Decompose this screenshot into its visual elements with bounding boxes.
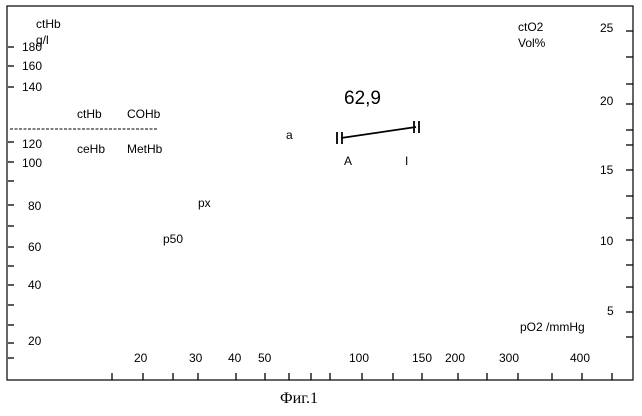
right-tick-label: 15 <box>600 163 614 177</box>
bottom-axis-title: pO2 /mmHg <box>520 320 585 334</box>
right-tick-label: 10 <box>600 234 614 248</box>
label-cehb: ceHb <box>77 142 105 156</box>
figure-caption: Фиг.1 <box>280 390 318 407</box>
shunt-label-a: A <box>344 154 352 168</box>
left-tick-label: 120 <box>22 137 42 151</box>
bottom-axis <box>112 373 612 380</box>
bottom-tick-label: 20 <box>134 351 148 365</box>
right-axis <box>626 31 633 337</box>
left-tick-label: 60 <box>28 240 42 254</box>
right-tick-label: 20 <box>600 94 614 108</box>
right-tick-label: 25 <box>600 21 614 35</box>
left-axis <box>8 47 14 358</box>
left-tick-label: 80 <box>28 199 42 213</box>
left-tick-label: 160 <box>22 59 42 73</box>
bottom-tick-label: 300 <box>499 351 519 365</box>
bottom-tick-label: 150 <box>412 351 432 365</box>
label-methb: MetHb <box>127 142 163 156</box>
bottom-tick-label: 200 <box>445 351 465 365</box>
label-cthb: ctHb <box>77 107 102 121</box>
right-tick-label: 5 <box>607 304 614 318</box>
label-cohb: COHb <box>127 107 161 121</box>
shunt-label-i: I <box>405 154 408 168</box>
right-axis-title: ctO2 <box>518 20 544 34</box>
shunt-connector-line <box>341 127 416 138</box>
right-axis-unit: Vol% <box>518 36 546 50</box>
left-tick-label: 40 <box>28 278 42 292</box>
left-tick-label: 140 <box>22 80 42 94</box>
marker-px: px <box>198 196 211 210</box>
marker-a: a <box>286 128 293 142</box>
bottom-tick-label: 40 <box>228 351 242 365</box>
bottom-tick-label: 400 <box>570 351 590 365</box>
left-tick-label: 20 <box>28 334 42 348</box>
left-tick-label: 180 <box>22 40 42 54</box>
left-tick-label: 100 <box>22 156 42 170</box>
bottom-tick-label: 50 <box>258 351 272 365</box>
bottom-tick-label: 30 <box>189 351 203 365</box>
shunt-value: 62,9 <box>344 88 381 109</box>
marker-p50: p50 <box>163 232 183 246</box>
shunt-bar <box>337 121 419 144</box>
left-axis-title: ctHb <box>36 17 61 31</box>
bottom-tick-label: 100 <box>349 351 369 365</box>
